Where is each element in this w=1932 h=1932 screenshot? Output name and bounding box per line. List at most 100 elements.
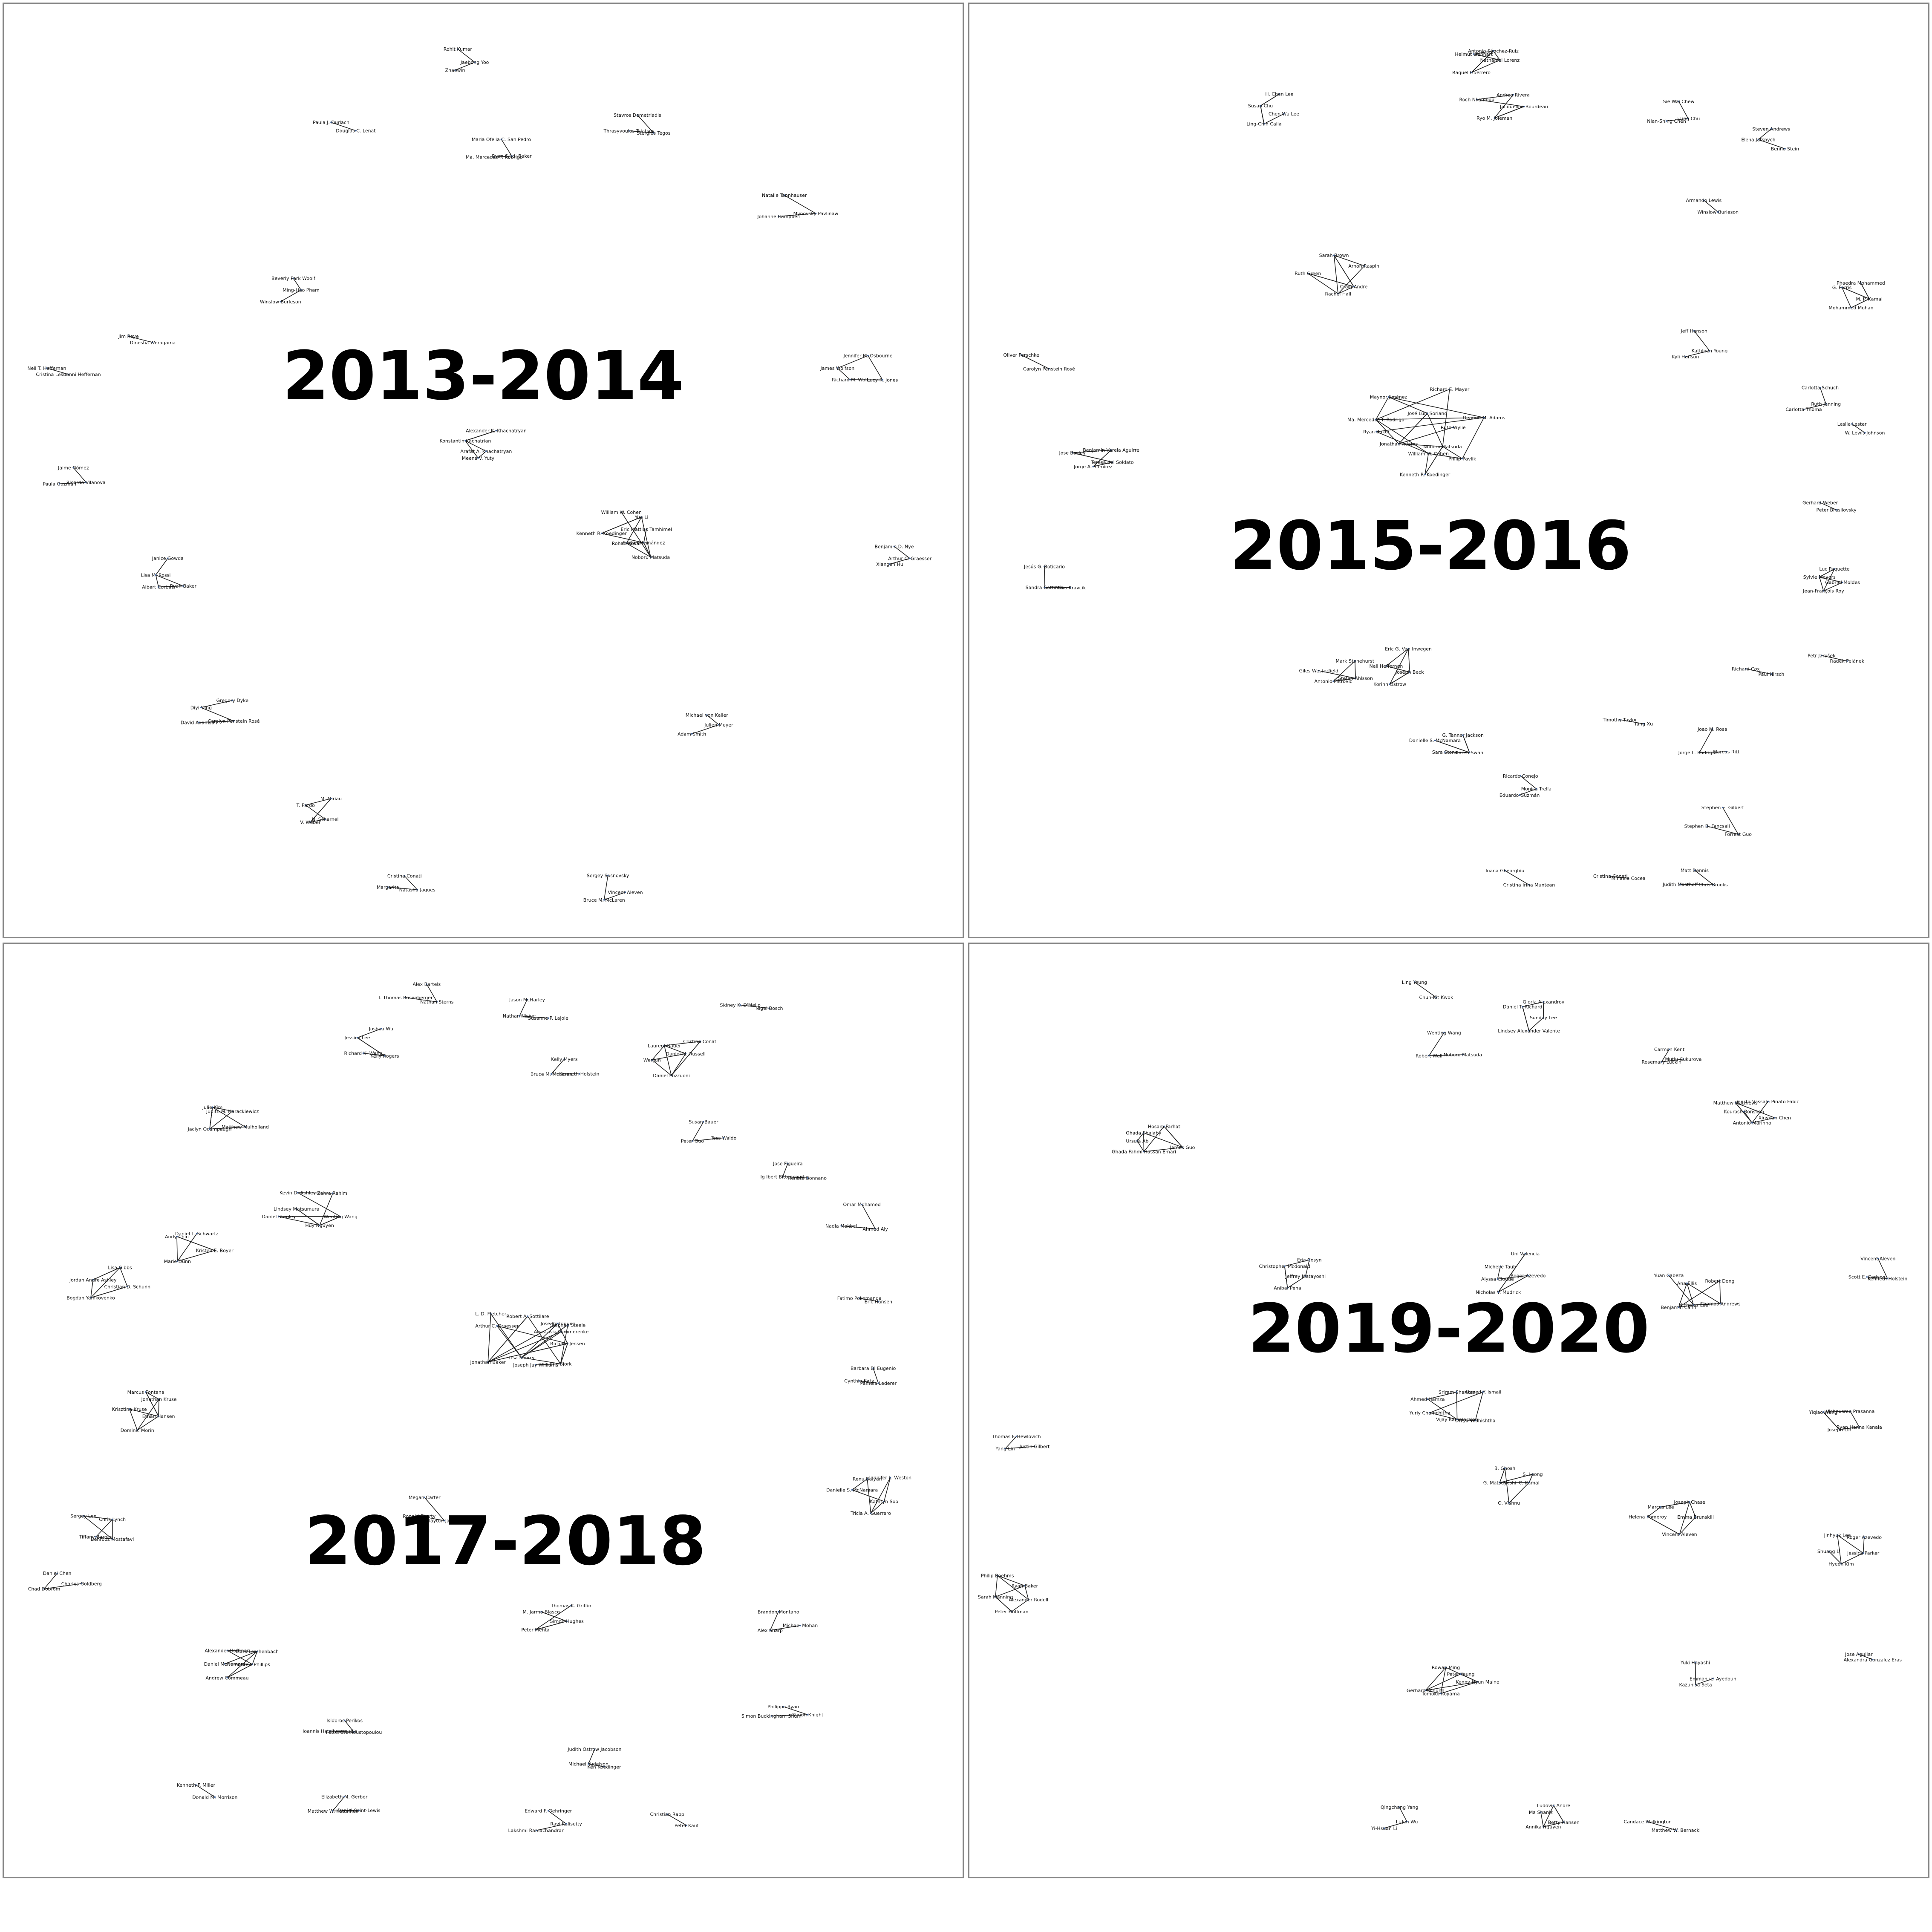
author-node — [1693, 330, 1695, 332]
author-label: N. Scharnel — [312, 816, 339, 822]
author-node — [152, 341, 154, 343]
coauthor-edge — [1523, 1001, 1544, 1007]
coauthor-edge — [1494, 94, 1514, 118]
coauthor-edge — [279, 1216, 320, 1226]
author-node — [1435, 996, 1437, 998]
author-node — [231, 699, 234, 701]
author-label: Simon Hughes — [550, 1619, 584, 1624]
coauthor-edge — [1758, 128, 1772, 140]
author-label: Ravi Kalisetty — [550, 1821, 582, 1827]
author-label: Eric Cosyn — [1297, 1257, 1322, 1263]
coauthor-edge — [1699, 729, 1713, 753]
author-label: Danielle S. McNamara — [826, 1487, 878, 1493]
author-node — [867, 355, 869, 357]
author-label: Ruth Jenning — [1811, 401, 1841, 407]
author-label: Ruth Green — [1295, 271, 1321, 276]
author-label: Thrasyvoulos Tsiatsos — [603, 128, 655, 134]
coauthor-edge — [770, 1625, 801, 1631]
coauthor-edge — [1499, 1468, 1505, 1483]
author-node — [1712, 884, 1714, 886]
coauthor-edge — [1823, 568, 1835, 591]
coauthor-edge — [305, 805, 326, 820]
author-label: Christian D. Schunn — [104, 1284, 151, 1289]
author-label: Laurent Bauer — [648, 1043, 681, 1049]
author-node — [889, 1476, 891, 1479]
author-node — [849, 379, 851, 381]
author-label: Divya Vashishtha — [1455, 1418, 1495, 1424]
author-label: Andy Chin — [165, 1234, 189, 1240]
author-label: Carolyn Penstein Rosé — [208, 718, 260, 724]
author-label: Yang Lin — [995, 1446, 1015, 1452]
author-node — [1828, 1550, 1830, 1552]
author-node — [1473, 53, 1475, 55]
coauthor-edge — [1508, 1482, 1530, 1503]
author-node — [324, 818, 326, 820]
author-label: Judith M. Harackiewicz — [206, 1109, 259, 1114]
coauthor-edge — [95, 1536, 112, 1540]
author-node — [1524, 1253, 1526, 1255]
author-label: Alexander K. Khachatryan — [466, 428, 527, 434]
author-label: Rachel Hall — [1325, 291, 1351, 297]
author-label: Lindsey Alexander Valente — [1498, 1028, 1560, 1034]
coauthor-edge — [176, 1236, 215, 1251]
coauthor-edge — [643, 542, 651, 557]
author-node — [799, 1624, 801, 1626]
author-node — [783, 194, 785, 196]
author-node — [1703, 199, 1705, 201]
coauthor-edge — [868, 355, 883, 380]
author-node — [485, 450, 487, 452]
author-node — [877, 1382, 879, 1384]
author-node — [1004, 1448, 1006, 1450]
author-node — [1877, 1257, 1879, 1260]
author-label: Alex Sharp — [758, 1628, 783, 1633]
author-node — [685, 1053, 686, 1055]
author-label: Xinyuan Chen — [1759, 1115, 1791, 1121]
author-label: M. Jarmo Blasco — [522, 1609, 560, 1615]
coauthor-edge — [995, 1575, 998, 1597]
author-label: Giles Westerfield — [1299, 668, 1338, 674]
author-label: Kristen E. Boyer — [196, 1248, 234, 1254]
author-node — [111, 1538, 113, 1540]
author-label: Leslie Lester — [1837, 421, 1867, 427]
author-node — [136, 1429, 138, 1431]
author-label: Winslow Burleson — [1697, 210, 1739, 215]
author-node — [534, 1629, 536, 1631]
coauthor-edge — [1860, 283, 1870, 299]
coauthor-edge — [1164, 1126, 1183, 1148]
coauthor-edge — [252, 1651, 258, 1665]
coauthor-edge — [1687, 1283, 1721, 1304]
author-label: Alyssa Cloude — [1481, 1277, 1514, 1282]
coauthor-edge — [296, 1208, 320, 1226]
coauthor-edge — [92, 1267, 120, 1280]
author-label: Edward F. Gehringer — [525, 1808, 572, 1814]
author-node — [1863, 1536, 1865, 1538]
author-label: Ahmed Hamza — [1410, 1396, 1445, 1402]
coauthor-edge — [601, 533, 644, 543]
author-node — [1860, 282, 1862, 284]
author-label: Sergey Lee — [70, 1513, 96, 1519]
author-label: Hyeon Kim — [1828, 1561, 1854, 1567]
author-node — [145, 1391, 147, 1393]
author-label: Sarah Brown — [1319, 253, 1349, 258]
author-node — [1737, 833, 1739, 835]
author-label: M. Miriau — [320, 796, 342, 802]
coauthor-edge — [1474, 50, 1494, 55]
coauthor-edge — [1693, 1303, 1721, 1306]
coauthor-edge — [227, 1650, 253, 1665]
author-node — [1071, 452, 1073, 454]
author-node — [1044, 586, 1046, 588]
author-label: Michael Mohan — [783, 1623, 818, 1629]
author-label: Deanne M. Adams — [1463, 415, 1505, 421]
author-label: Yuki Hayashi — [1680, 1660, 1710, 1665]
author-label: Qingchang Yang — [1381, 1805, 1419, 1810]
author-node — [1694, 869, 1696, 871]
author-node — [231, 1110, 234, 1112]
author-node — [1424, 473, 1426, 476]
coauthor-edge — [1264, 113, 1284, 124]
author-label: T. Thomas Rosenberger — [378, 995, 433, 1001]
author-node — [343, 1796, 345, 1798]
coauthor-edge — [535, 1605, 571, 1630]
coauthor-edge — [601, 516, 642, 534]
author-label: Albert Corbett — [142, 584, 175, 590]
coauthor-edge — [1499, 1474, 1533, 1483]
